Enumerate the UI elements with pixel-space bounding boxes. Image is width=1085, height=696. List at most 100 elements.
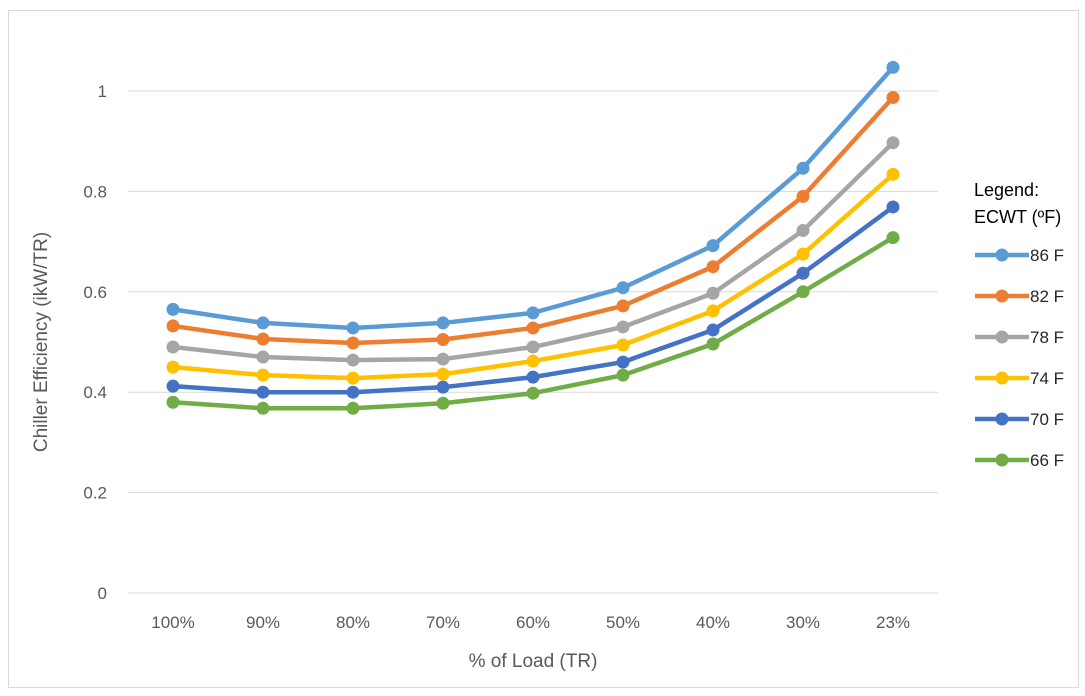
data-point [526,386,540,400]
legend-swatch-marker [995,412,1009,426]
data-point [256,385,270,399]
y-axis-title: Chiller Efficiency (ikW/TR) [31,232,52,452]
legend-title: ECWT (ºF) [974,207,1061,227]
legend-item: 78 F [975,328,1064,347]
data-point [166,302,180,316]
data-point [346,401,360,415]
data-point [436,380,450,394]
y-tick-label: 1 [98,82,107,101]
series-70-f [166,200,900,399]
x-tick-label: 60% [516,613,550,632]
y-tick-label: 0.6 [83,283,107,302]
y-tick-label: 0.8 [83,182,107,201]
legend-swatch-marker [995,330,1009,344]
x-axis-ticks: 100% 90% 80% 70% 60% 50% 40% 30% 23% [151,613,910,632]
legend-swatch-marker [995,371,1009,385]
data-point [346,385,360,399]
y-tick-label: 0.4 [83,383,107,402]
x-tick-label: 90% [246,613,280,632]
data-point [436,316,450,330]
series-line [170,95,896,346]
data-point [796,189,810,203]
x-tick-label: 100% [151,613,194,632]
legend: Legend: ECWT (ºF) 86 F 82 F 78 F 74 F 70 F 66 F [974,180,1064,470]
legend-item: 66 F [975,451,1064,470]
data-point [706,337,720,351]
x-axis-title: % of Load (TR) [469,651,598,672]
data-point [436,367,450,381]
series-86-f [166,60,900,335]
data-point [796,247,810,261]
data-point [346,371,360,385]
y-tick-label: 0 [98,584,107,603]
data-point [886,231,900,245]
legend-swatch-marker [995,453,1009,467]
series-lines [166,60,900,415]
series-82-f [166,91,900,350]
x-tick-label: 80% [336,613,370,632]
data-point [166,395,180,409]
series-line [170,65,896,331]
legend-label: 70 F [1030,410,1064,429]
data-point [886,136,900,150]
data-point [436,396,450,410]
data-point [616,320,630,334]
data-point [256,316,270,330]
data-point [256,368,270,382]
x-tick-label: 23% [876,613,910,632]
y-tick-label: 0.2 [83,484,107,503]
series-78-f [166,136,900,367]
data-point [256,401,270,415]
legend-label: 78 F [1030,328,1064,347]
data-point [616,299,630,313]
data-point [436,332,450,346]
y-axis-ticks: 0 0.2 0.4 0.6 0.8 1 [83,82,107,603]
x-tick-label: 40% [696,613,730,632]
data-point [526,321,540,335]
x-tick-label: 70% [426,613,460,632]
data-point [886,91,900,105]
data-point [706,239,720,253]
legend-item: 74 F [975,369,1064,388]
data-point [886,60,900,74]
legend-item: 86 F [975,246,1064,265]
data-point [526,370,540,384]
data-point [256,350,270,364]
data-point [256,332,270,346]
data-point [886,167,900,181]
data-point [166,379,180,393]
data-point [706,304,720,318]
data-point [886,200,900,214]
data-point [346,321,360,335]
data-point [526,306,540,320]
legend-item: 70 F [975,410,1064,429]
legend-label: 82 F [1030,287,1064,306]
legend-title: Legend: [974,180,1039,200]
legend-label: 66 F [1030,451,1064,470]
legend-swatch-marker [995,289,1009,303]
data-point [616,355,630,369]
data-point [526,340,540,354]
series-66-f [166,231,900,415]
data-point [796,161,810,175]
data-point [616,338,630,352]
data-point [346,353,360,367]
x-tick-label: 50% [606,613,640,632]
data-point [166,340,180,354]
data-point [436,352,450,366]
data-point [166,319,180,333]
data-point [796,285,810,299]
legend-label: 86 F [1030,246,1064,265]
legend-label: 74 F [1030,369,1064,388]
data-point [346,336,360,350]
data-point [796,266,810,280]
data-point [616,281,630,295]
x-tick-label: 30% [786,613,820,632]
data-point [616,368,630,382]
legend-item: 82 F [975,287,1064,306]
data-point [706,286,720,300]
data-point [526,354,540,368]
series-74-f [166,167,900,385]
data-point [706,260,720,274]
